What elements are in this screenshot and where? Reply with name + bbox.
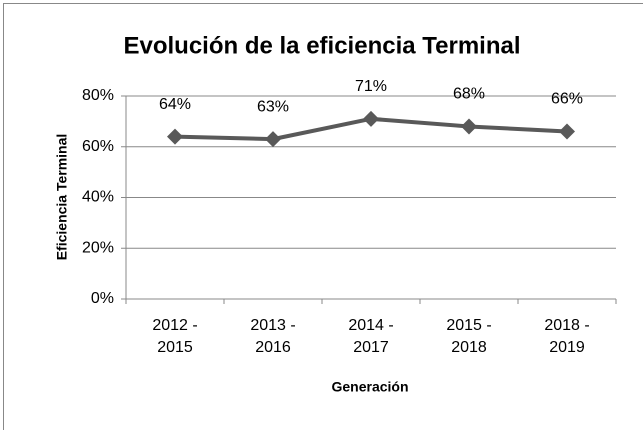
- y-tick-label: 60%: [82, 138, 114, 155]
- chart-title: Evolución de la eficiencia Terminal: [123, 32, 520, 59]
- x-axis-title: Generación: [331, 379, 408, 395]
- x-tick-label: 2012 - 2015: [152, 317, 198, 356]
- y-axis-title: Eficiencia Terminal: [54, 134, 70, 261]
- marker: [265, 131, 281, 148]
- data-label: 71%: [355, 78, 387, 95]
- marker: [461, 118, 477, 135]
- x-tick-label: 2018 - 2019: [544, 317, 590, 356]
- marker: [363, 110, 379, 127]
- y-tick-label: 0%: [91, 290, 114, 307]
- data-label: 68%: [453, 86, 485, 103]
- data-label: 63%: [257, 98, 289, 115]
- chart-frame: [3, 3, 643, 430]
- x-tick-label: 2013 - 2016: [250, 317, 296, 356]
- marker: [167, 128, 183, 145]
- data-label: 66%: [551, 91, 583, 108]
- marker: [559, 123, 575, 140]
- x-tick-label: 2015 - 2018: [446, 317, 492, 356]
- x-tick-label: 2014 - 2017: [348, 317, 394, 356]
- y-tick-label: 40%: [82, 189, 114, 206]
- y-tick-label: 80%: [82, 87, 114, 104]
- data-label: 64%: [159, 96, 191, 113]
- y-tick-label: 20%: [82, 239, 114, 256]
